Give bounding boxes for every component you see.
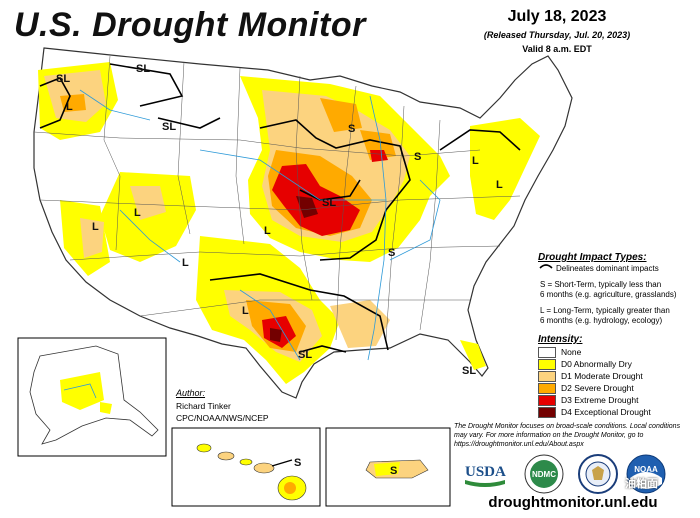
label-l-ne: L [472, 155, 479, 167]
legend-swatch [538, 395, 556, 407]
ndmc-logo: NDMC [524, 454, 564, 494]
legend-item: D1 Moderate Drought [538, 371, 643, 383]
d4-areas [270, 196, 318, 342]
valid-time: Valid 8 a.m. EDT [522, 44, 592, 54]
label-sl-nw: SL [56, 73, 70, 85]
doc-seal-logo [578, 454, 618, 494]
legend-label: None [561, 347, 582, 357]
legend-label: D3 Extreme Drought [561, 395, 639, 405]
legend-swatch [538, 371, 556, 383]
label-s-hi: S [294, 457, 301, 469]
legend-swatch [538, 407, 556, 419]
author-name: Richard Tinker [176, 401, 231, 411]
label-l-nv: L [92, 221, 99, 233]
impact-types-heading: Drought Impact Types: [538, 252, 647, 263]
alaska-d0b [100, 402, 112, 414]
state-borders [33, 55, 521, 341]
rivers [79, 89, 441, 361]
author-org: CPC/NOAA/NWS/NCEP [176, 413, 269, 423]
label-s-mi: S [414, 151, 421, 163]
map-title: U.S. Drought Monitor [14, 6, 366, 44]
boundary-line-icon [539, 264, 553, 269]
legend-item: D0 Abnormally Dry [538, 359, 632, 371]
website-url[interactable]: droughtmonitor.unl.edu [488, 494, 658, 511]
legend-swatch [538, 383, 556, 395]
label-l-nm: L [264, 225, 271, 237]
legend-label: D1 Moderate Drought [561, 371, 643, 381]
label-sl-dak: SL [162, 121, 176, 133]
legend-label: D4 Exceptional Drought [561, 407, 651, 417]
label-sl-tx: SL [298, 349, 312, 361]
label-l-co: L [182, 257, 189, 269]
legend-item: D4 Exceptional Drought [538, 407, 651, 419]
legend-swatch [538, 359, 556, 371]
label-l-ny: L [496, 179, 503, 191]
legend-item: None [538, 347, 582, 359]
legend-label: D2 Severe Drought [561, 383, 634, 393]
short-term-line2: 6 months (e.g. agriculture, grasslands) [540, 290, 677, 299]
label-l-wa: L [66, 101, 73, 113]
footnote: The Drought Monitor focuses on broad-sca… [454, 423, 681, 448]
label-l-tx: L [242, 305, 249, 317]
long-term-line2: 6 months (e.g. hydrology, ecology) [540, 316, 663, 325]
label-s-wi: S [348, 123, 355, 135]
legend-item: D3 Extreme Drought [538, 395, 639, 407]
label-sl-mo: SL [322, 197, 336, 209]
svg-text:NDMC: NDMC [532, 470, 556, 479]
legend-item: D2 Severe Drought [538, 383, 634, 395]
label-s-ky: S [388, 247, 395, 259]
impact-boundary-label: Delineates dominant impacts [556, 264, 659, 273]
label-s-pr: S [390, 465, 397, 477]
usda-logo: USDA [462, 460, 508, 488]
legend-swatch [538, 347, 556, 359]
label-sl-fl: SL [462, 365, 476, 377]
release-date: (Released Thursday, Jul. 20, 2023) [483, 30, 631, 40]
short-term-line1: S = Short-Term, typically less than [540, 280, 662, 289]
intensity-heading: Intensity: [538, 334, 583, 345]
label-sl-mt: SL [136, 63, 150, 75]
noaa-logo: NOAA [626, 454, 666, 494]
svg-text:USDA: USDA [465, 464, 506, 480]
label-l-ut: L [134, 207, 141, 219]
alaska-d0 [60, 372, 104, 410]
impact-boundaries [39, 63, 521, 353]
svg-text:NOAA: NOAA [634, 465, 658, 474]
watermark: 油粕面 [625, 478, 658, 490]
map-date: July 18, 2023 [507, 8, 607, 25]
long-term-line1: L = Long-Term, typically greater than [540, 306, 670, 315]
author-heading: Author: [176, 388, 206, 398]
legend-label: D0 Abnormally Dry [561, 359, 632, 369]
hawaii-islands [196, 443, 307, 501]
